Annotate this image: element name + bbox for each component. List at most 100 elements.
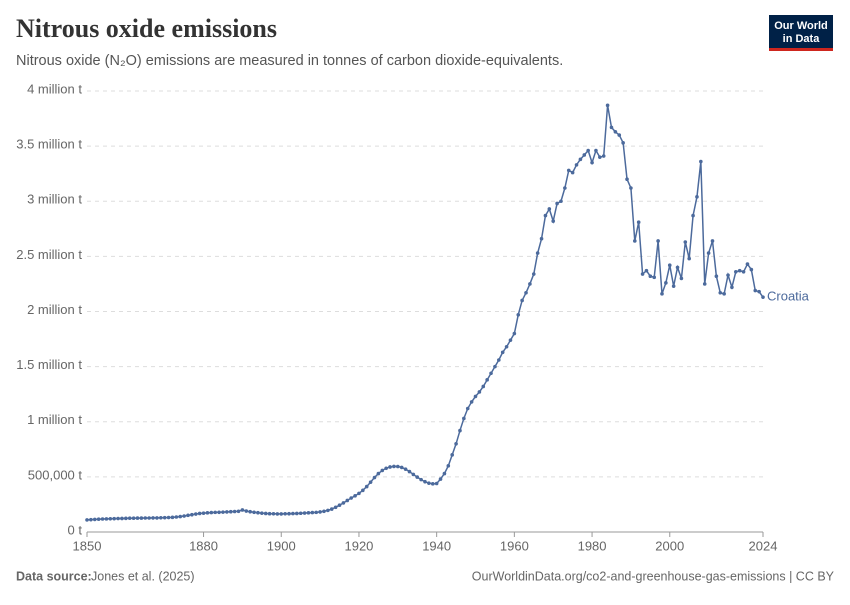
point (283, 512, 287, 516)
point (193, 512, 198, 516)
x-tick-label: 1900 (267, 538, 296, 553)
point (679, 276, 684, 281)
point (419, 477, 423, 482)
point (403, 467, 408, 471)
point (89, 517, 93, 522)
point (489, 371, 493, 376)
point (314, 510, 319, 515)
point (423, 479, 427, 484)
point (372, 475, 377, 480)
point (710, 239, 715, 243)
x-tick-label: 1960 (500, 538, 529, 553)
point (225, 510, 229, 514)
point (279, 512, 284, 516)
point (691, 213, 695, 218)
point (166, 515, 171, 520)
point (294, 511, 299, 516)
point (695, 195, 699, 199)
point (205, 511, 210, 515)
point (376, 471, 381, 476)
point (159, 515, 163, 520)
x-tick-label: 1980 (578, 538, 607, 553)
point (621, 141, 625, 145)
point (718, 290, 723, 295)
point (485, 378, 489, 382)
logo-box (769, 15, 833, 48)
point (524, 290, 528, 295)
point (582, 153, 587, 157)
point (473, 394, 478, 399)
point (127, 516, 132, 521)
y-tick-label: 3.5 million t (16, 137, 82, 152)
point (287, 511, 291, 516)
point (438, 477, 443, 481)
point (143, 516, 148, 520)
x-tick-label: 2024 (749, 538, 778, 553)
y-tick-label: 0 t (68, 522, 83, 537)
point (574, 163, 579, 167)
point (737, 268, 742, 273)
point (531, 272, 536, 276)
point (162, 515, 167, 520)
chart-subtitle: Nitrous oxide (N₂O) emissions are measur… (16, 53, 563, 69)
point (683, 240, 688, 244)
point (151, 516, 155, 520)
point (609, 125, 614, 130)
point (174, 515, 179, 519)
point (92, 517, 97, 522)
point (656, 239, 660, 243)
point (753, 288, 758, 293)
point (139, 516, 144, 520)
y-tick-label: 3 million t (27, 192, 82, 207)
point (481, 384, 486, 389)
point (236, 509, 241, 514)
point (454, 442, 458, 446)
point (605, 103, 610, 108)
logo: Our World in Data (769, 15, 833, 51)
point (450, 453, 454, 457)
point (500, 350, 505, 355)
point (442, 471, 447, 476)
point (566, 168, 571, 173)
logo-bar (769, 48, 833, 51)
y-tick-label: 4 million t (27, 81, 82, 96)
point (361, 488, 365, 493)
point (652, 275, 657, 280)
x-tick-label: 1850 (73, 538, 102, 553)
point (260, 511, 264, 515)
point (512, 331, 517, 336)
point (497, 358, 501, 362)
point (757, 289, 761, 294)
point (586, 148, 590, 153)
point (660, 292, 664, 296)
point (291, 511, 295, 516)
y-tick-label: 1.5 million t (16, 357, 82, 372)
y-tick-label: 500,000 t (28, 467, 83, 482)
point (671, 284, 676, 288)
point (349, 496, 353, 500)
point (217, 510, 221, 515)
point (318, 510, 322, 514)
point (636, 220, 641, 224)
point (667, 263, 672, 267)
y-tick-label: 1 million t (27, 412, 82, 427)
point (322, 509, 326, 514)
point (275, 512, 280, 516)
point (462, 416, 466, 421)
point (116, 516, 120, 521)
point (458, 428, 462, 433)
point (570, 170, 575, 175)
point (108, 516, 113, 521)
point (368, 480, 373, 484)
point (465, 406, 470, 411)
point (186, 513, 190, 518)
point (699, 159, 703, 164)
point (578, 157, 583, 162)
point (644, 268, 649, 273)
point (430, 482, 435, 486)
point (761, 295, 765, 299)
logo-text: in Data (783, 33, 821, 45)
point (504, 344, 509, 349)
point (232, 509, 237, 514)
